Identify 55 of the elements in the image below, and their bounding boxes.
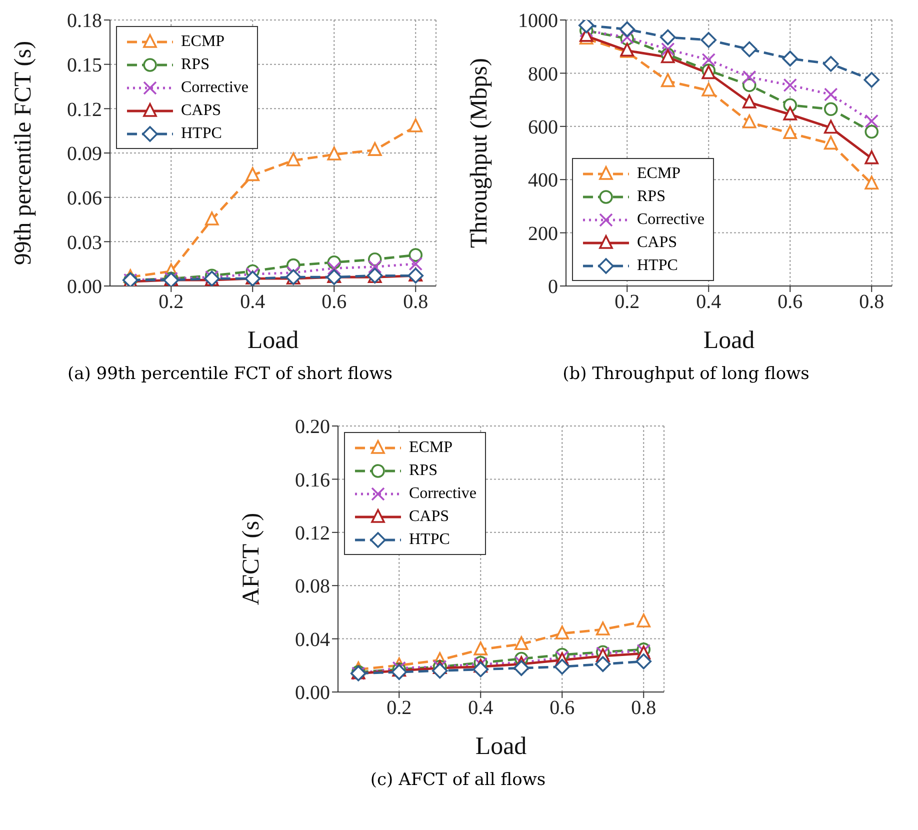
y-tick-label: 0.12 [295, 522, 330, 544]
x-tick-label: 0.6 [778, 291, 803, 314]
text: (a) 99th percentile FCT of short flows [66, 364, 394, 384]
y-tick-label: 0.16 [295, 469, 330, 492]
legend-label: HTPC [409, 530, 450, 548]
y-tick-label: 1000 [518, 10, 558, 32]
y-tick-label: 800 [528, 63, 558, 86]
legend-label: Corrective [181, 78, 249, 96]
x-tick-label: 0.8 [403, 291, 428, 314]
y-tick-label: 200 [528, 222, 558, 245]
y-axis-title: AFCT (s) [238, 512, 265, 606]
x-tick-label: 0.2 [386, 697, 412, 720]
x-tick-label: 0.2 [614, 291, 640, 314]
x-tick-label: 0.8 [631, 697, 656, 720]
y-tick-label: 0 [548, 276, 558, 298]
x-tick-label: 0.4 [240, 291, 266, 314]
y-tick-label: 0.12 [67, 98, 102, 121]
x-tick-label: 0.6 [550, 697, 575, 720]
y-tick-label: 0.20 [295, 416, 330, 438]
y-axis-title: Throughput (Mbps) [466, 58, 493, 248]
y-tick-label: 0.15 [67, 54, 102, 76]
x-tick-label: 0.2 [158, 291, 184, 314]
legend-label: ECMP [181, 32, 225, 50]
text: (b) Throughput of long flows [562, 364, 810, 384]
x-axis-title: Load [703, 327, 756, 354]
x-tick-label: 0.8 [859, 291, 884, 314]
y-tick-label: 0.18 [67, 10, 102, 32]
legend-label: RPS [637, 188, 666, 206]
x-tick-label: 0.6 [322, 291, 347, 314]
legend-label: CAPS [637, 234, 678, 252]
y-tick-label: 0.00 [295, 682, 330, 704]
y-axis-title: 99th percentile FCT (s) [10, 40, 37, 266]
x-tick-label: 0.4 [696, 291, 722, 314]
legend-label: Corrective [637, 210, 705, 229]
legend-label: RPS [409, 462, 438, 480]
legend-label: Corrective [409, 484, 477, 502]
y-tick-label: 600 [528, 116, 558, 138]
x-tick-label: 0.4 [468, 697, 494, 720]
x-axis-title: Load [247, 327, 300, 354]
legend-label: HTPC [637, 256, 678, 275]
legend-label: ECMP [637, 164, 681, 183]
x-axis-title: Load [475, 733, 528, 760]
legend-label: CAPS [409, 508, 450, 526]
y-tick-label: 0.08 [295, 576, 330, 598]
legend-label: HTPC [181, 124, 222, 142]
y-tick-label: 0.03 [67, 232, 102, 254]
text: (c) AFCT of all flows [369, 770, 547, 790]
legend-label: RPS [181, 56, 210, 74]
y-tick-label: 0.06 [67, 187, 102, 210]
y-tick-label: 0.04 [295, 628, 330, 651]
legend-label: CAPS [181, 102, 222, 120]
y-tick-label: 0.00 [67, 276, 102, 298]
y-tick-label: 400 [528, 170, 558, 192]
y-tick-label: 0.09 [67, 143, 102, 166]
legend-label: ECMP [409, 438, 453, 456]
